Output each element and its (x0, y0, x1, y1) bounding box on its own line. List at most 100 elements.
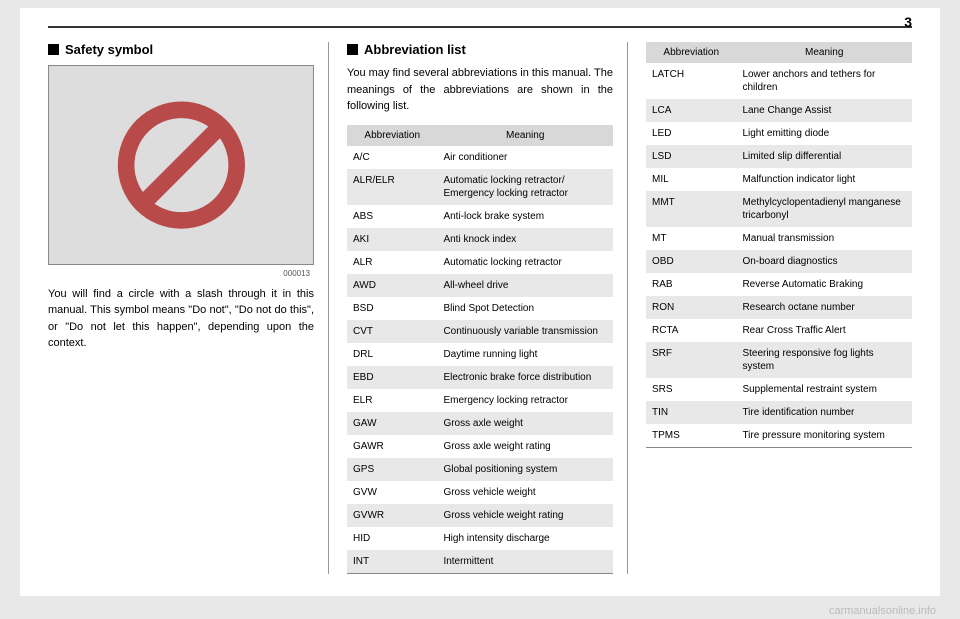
table-row: ELREmergency locking retractor (347, 389, 613, 412)
cell-meaning: Blind Spot Detection (437, 297, 613, 320)
cell-abbr: DRL (347, 343, 437, 366)
cell-meaning: Gross vehicle weight rating (437, 504, 613, 527)
cell-meaning: Light emitting diode (736, 122, 912, 145)
table-row: GAWRGross axle weight rating (347, 435, 613, 458)
cell-meaning: Gross axle weight rating (437, 435, 613, 458)
bullet-square-icon (48, 44, 59, 55)
cell-abbr: ALR/ELR (347, 169, 437, 205)
cell-meaning: Daytime running light (437, 343, 613, 366)
cell-meaning: Research octane number (736, 296, 912, 319)
cell-abbr: ABS (347, 205, 437, 228)
header-meaning: Meaning (736, 42, 912, 63)
manual-page: 3 Safety symbol 000013 You will find a c… (20, 8, 940, 596)
safety-heading: Safety symbol (48, 42, 314, 57)
cell-abbr: GPS (347, 458, 437, 481)
table-row: CVTContinuously variable transmission (347, 320, 613, 343)
cell-abbr: OBD (646, 250, 736, 273)
table-row: MILMalfunction indicator light (646, 168, 912, 191)
table-row: AKIAnti knock index (347, 228, 613, 251)
cell-meaning: Air conditioner (437, 146, 613, 169)
cell-meaning: Emergency locking retractor (437, 389, 613, 412)
table-row: RABReverse Automatic Braking (646, 273, 912, 296)
cell-meaning: Gross vehicle weight (437, 481, 613, 504)
cell-meaning: Automatic locking retractor/ Emergency l… (437, 169, 613, 205)
abbr-table-2: Abbreviation Meaning LATCHLower anchors … (646, 42, 912, 448)
table-row: TPMSTire pressure monitoring system (646, 424, 912, 448)
prohibition-symbol-image (48, 65, 314, 265)
cell-abbr: SRS (646, 378, 736, 401)
table-row: LATCHLower anchors and tethers for child… (646, 63, 912, 99)
header-abbr: Abbreviation (347, 125, 437, 146)
table-row: ABSAnti-lock brake system (347, 205, 613, 228)
cell-abbr: GVWR (347, 504, 437, 527)
table-row: LCALane Change Assist (646, 99, 912, 122)
cell-abbr: LCA (646, 99, 736, 122)
cell-abbr: RCTA (646, 319, 736, 342)
cell-abbr: SRF (646, 342, 736, 378)
abbr-table-1: Abbreviation Meaning A/CAir conditionerA… (347, 125, 613, 574)
cell-meaning: Limited slip differential (736, 145, 912, 168)
cell-meaning: Anti knock index (437, 228, 613, 251)
cell-meaning: Automatic locking retractor (437, 251, 613, 274)
cell-abbr: GAW (347, 412, 437, 435)
abbr-intro: You may find several abbreviations in th… (347, 65, 613, 115)
table-row: EBDElectronic brake force distribution (347, 366, 613, 389)
table-row: LEDLight emitting diode (646, 122, 912, 145)
cell-abbr: HID (347, 527, 437, 550)
abbr-title: Abbreviation list (364, 42, 466, 57)
table-row: AWDAll-wheel drive (347, 274, 613, 297)
table-row: ALR/ELRAutomatic locking retractor/ Emer… (347, 169, 613, 205)
cell-abbr: INT (347, 550, 437, 574)
cell-meaning: Steering responsive fog lights system (736, 342, 912, 378)
table-row: HIDHigh intensity discharge (347, 527, 613, 550)
cell-meaning: Continuously variable transmission (437, 320, 613, 343)
table-row: INTIntermittent (347, 550, 613, 574)
table-row: SRSSupplemental restraint system (646, 378, 912, 401)
cell-abbr: MIL (646, 168, 736, 191)
cell-abbr: RON (646, 296, 736, 319)
table-row: GAWGross axle weight (347, 412, 613, 435)
cell-meaning: Lower anchors and tethers for children (736, 63, 912, 99)
cell-abbr: CVT (347, 320, 437, 343)
table-row: LSDLimited slip differential (646, 145, 912, 168)
table-header-row: Abbreviation Meaning (347, 125, 613, 146)
header-meaning: Meaning (437, 125, 613, 146)
cell-meaning: Manual transmission (736, 227, 912, 250)
safety-title: Safety symbol (65, 42, 153, 57)
cell-meaning: Global positioning system (437, 458, 613, 481)
column-abbr-2: Abbreviation Meaning LATCHLower anchors … (646, 42, 912, 574)
cell-meaning: Lane Change Assist (736, 99, 912, 122)
cell-abbr: MT (646, 227, 736, 250)
cell-meaning: Gross axle weight (437, 412, 613, 435)
table-row: SRFSteering responsive fog lights system (646, 342, 912, 378)
column-abbr-1: Abbreviation list You may find several a… (347, 42, 628, 574)
content-columns: Safety symbol 000013 You will find a cir… (48, 42, 912, 574)
page-number: 3 (904, 14, 912, 30)
cell-abbr: ALR (347, 251, 437, 274)
cell-abbr: LATCH (646, 63, 736, 99)
cell-meaning: Electronic brake force distribution (437, 366, 613, 389)
cell-abbr: AWD (347, 274, 437, 297)
cell-abbr: BSD (347, 297, 437, 320)
table-row: TINTire identification number (646, 401, 912, 424)
header-abbr: Abbreviation (646, 42, 736, 63)
safety-paragraph: You will find a circle with a slash thro… (48, 286, 314, 352)
cell-meaning: High intensity discharge (437, 527, 613, 550)
no-icon (89, 96, 274, 234)
cell-abbr: A/C (347, 146, 437, 169)
cell-abbr: MMT (646, 191, 736, 227)
table-row: GVWRGross vehicle weight rating (347, 504, 613, 527)
table-row: GPSGlobal positioning system (347, 458, 613, 481)
abbr-heading: Abbreviation list (347, 42, 613, 57)
table-row: MTManual transmission (646, 227, 912, 250)
cell-meaning: Tire pressure monitoring system (736, 424, 912, 448)
table-row: A/CAir conditioner (347, 146, 613, 169)
table-row: RONResearch octane number (646, 296, 912, 319)
table-row: MMTMethylcyclopentadienyl manganese tric… (646, 191, 912, 227)
table-row: BSDBlind Spot Detection (347, 297, 613, 320)
cell-abbr: ELR (347, 389, 437, 412)
cell-abbr: RAB (646, 273, 736, 296)
table-row: ALRAutomatic locking retractor (347, 251, 613, 274)
cell-meaning: Rear Cross Traffic Alert (736, 319, 912, 342)
cell-meaning: Methylcyclopentadienyl manganese tricarb… (736, 191, 912, 227)
